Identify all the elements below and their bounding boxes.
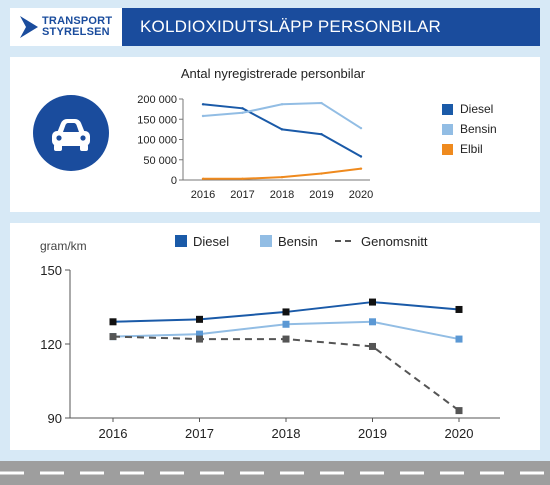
legend-label-bensin: Bensin [460, 122, 497, 136]
data-point-genomsnitt [109, 333, 117, 341]
emissions-chart: gram/km 90 120 150 2016 2017 2018 2019 2020 Diese… [40, 234, 500, 441]
x-tick-label: 2020 [445, 426, 474, 441]
legend-label-diesel: Diesel [460, 102, 493, 116]
data-point-bensin [196, 330, 203, 338]
y-tick-label: 100 000 [137, 135, 177, 147]
data-point-bensin [280, 103, 284, 106]
y-tick-label: 0 [171, 175, 177, 187]
registrations-panel: Antal nyregistrerade personbilar 0 50 000 1… [10, 57, 540, 212]
data-point-bensin [320, 101, 323, 105]
y-tick-label: 200 000 [137, 94, 177, 106]
legend-swatch-diesel [442, 104, 453, 115]
x-tick-label: 2020 [349, 189, 373, 201]
series-line-genomsnitt [112, 335, 460, 412]
transportstyrelsen-logo-icon [20, 16, 38, 38]
registrations-chart: Antal nyregistrerade personbilar 0 50 000 1… [137, 66, 497, 201]
legend-label-diesel: Diesel [193, 234, 229, 249]
data-point-diesel [109, 318, 117, 326]
data-point-bensin [369, 318, 376, 326]
road-markings [0, 471, 550, 475]
data-point-diesel [320, 133, 323, 136]
x-tick-label: 2017 [230, 189, 254, 201]
data-point-genomsnitt [196, 335, 203, 343]
legend-swatch-elbil [442, 144, 453, 155]
y-tick-label: 50 000 [143, 155, 177, 167]
x-tick-label: 2016 [99, 426, 128, 441]
data-point-diesel [369, 298, 376, 306]
car-badge [33, 95, 109, 171]
data-point-elbil [201, 177, 205, 180]
legend-swatch-diesel [175, 235, 187, 247]
y-axis-unit-label: gram/km [40, 239, 87, 253]
y-tick-label: 120 [40, 337, 62, 352]
data-point-genomsnitt [282, 335, 290, 343]
x-tick-label: 2017 [185, 426, 214, 441]
chart-title: Antal nyregistrerade personbilar [181, 66, 366, 81]
x-tick-label: 2019 [358, 426, 387, 441]
data-point-elbil [359, 167, 363, 170]
data-point-elbil [241, 177, 244, 180]
data-point-bensin [241, 111, 244, 114]
data-point-diesel [359, 155, 363, 158]
y-tick-label: 150 [40, 263, 62, 278]
emissions-panel: gram/km 90 120 150 2016 2017 2018 2019 2020 Diese… [10, 223, 540, 450]
data-point-diesel [196, 315, 203, 323]
x-tick-label: 2018 [270, 189, 294, 201]
legend-swatch-bensin [260, 235, 272, 247]
logo: TRANSPORT STYRELSEN [10, 8, 122, 46]
road-decoration [0, 461, 550, 485]
data-point-genomsnitt [369, 342, 376, 350]
data-point-elbil [320, 172, 323, 175]
legend-label-genomsnitt: Genomsnitt [361, 234, 428, 249]
legend-label-bensin: Bensin [278, 234, 318, 249]
legend-label-elbil: Elbil [460, 142, 483, 156]
logo-line-2: STYRELSEN [42, 26, 110, 38]
header-banner: TRANSPORT STYRELSEN KOLDIOXIDUTSLÄPP PER… [10, 8, 540, 46]
data-point-genomsnitt [455, 407, 463, 415]
data-point-diesel [280, 128, 284, 131]
x-tick-label: 2019 [309, 189, 333, 201]
logo-line-1: TRANSPORT [42, 15, 113, 27]
y-tick-label: 90 [48, 411, 62, 426]
x-tick-label: 2018 [272, 426, 301, 441]
data-point-bensin [201, 114, 205, 118]
x-tick-label: 2016 [191, 189, 215, 201]
data-point-bensin [282, 320, 290, 328]
data-point-bensin [455, 335, 463, 343]
data-point-diesel [241, 107, 244, 110]
car-icon [52, 119, 90, 151]
data-point-bensin [359, 126, 363, 130]
data-point-diesel [455, 305, 463, 313]
page-title: KOLDIOXIDUTSLÄPP PERSONBILAR [140, 17, 441, 36]
data-point-diesel [282, 308, 290, 316]
data-point-diesel [201, 103, 205, 106]
data-point-elbil [280, 175, 284, 179]
legend-swatch-bensin [442, 124, 453, 135]
y-tick-label: 150 000 [137, 114, 177, 126]
